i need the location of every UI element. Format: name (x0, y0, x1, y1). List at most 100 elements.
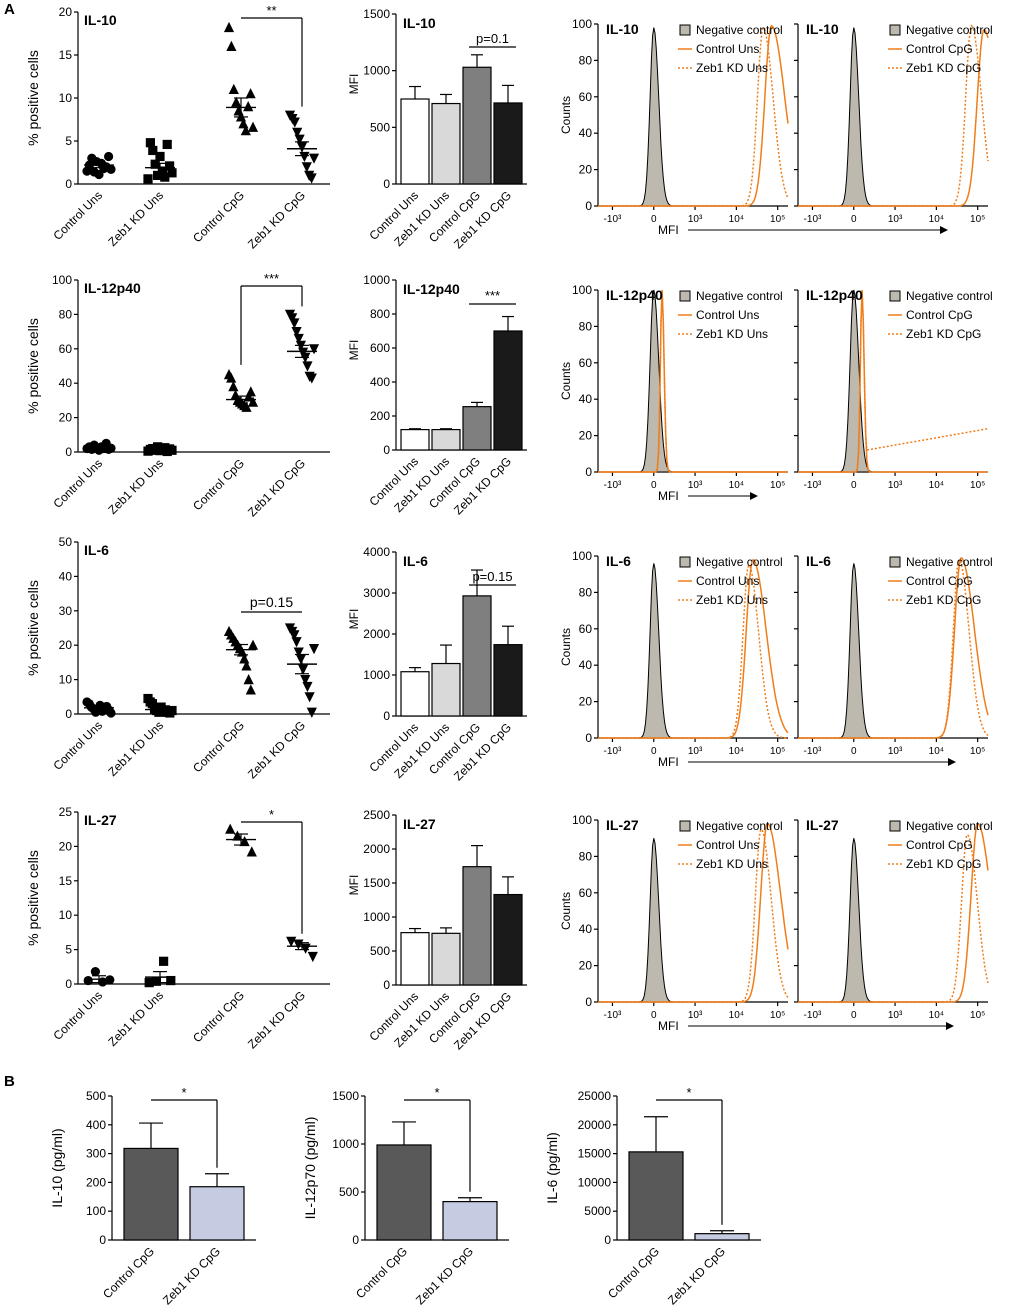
elisa-x-tick-label: Zeb1 KD CpG (665, 1244, 728, 1307)
mfi-bar (493, 644, 523, 717)
hist-title: IL-12p40 (606, 287, 663, 303)
scatter-title: IL-27 (84, 812, 117, 828)
hist-x-tick-label: 10³ (688, 746, 703, 757)
hist-y-tick-label: 20 (579, 163, 593, 177)
elisa-y-tick-label: 500 (86, 1089, 106, 1103)
legend-label: Zeb1 KD Uns (696, 61, 768, 75)
elisa-bar (628, 1151, 684, 1241)
data-point (153, 170, 163, 180)
hist-x-tick-label: -10³ (804, 214, 822, 225)
hist-y-tick-label: 60 (579, 90, 593, 104)
control-curve (798, 823, 989, 1003)
data-point (306, 707, 317, 718)
data-point (151, 976, 161, 986)
panel-a-label: A (4, 1, 15, 18)
elisa-x-tick-label: Zeb1 KD CpG (413, 1244, 476, 1307)
control-curve (798, 557, 989, 739)
data-point (106, 708, 116, 718)
scatter-y-tick-label: 50 (59, 535, 73, 549)
hist-x-arrowhead (946, 1022, 954, 1030)
data-point (239, 835, 250, 847)
legend-label: Control CpG (906, 574, 973, 588)
data-point (240, 125, 251, 136)
scatter-x-tick-label: Control CpG (190, 188, 247, 245)
significance-label: ** (266, 3, 276, 18)
mfi-y-tick-label: 1000 (363, 910, 390, 924)
legend-label: Negative control (696, 819, 783, 833)
data-point (228, 381, 239, 392)
hist-x-tick-label: 10³ (888, 746, 903, 757)
legend-negative-swatch (889, 820, 901, 832)
legend-label: Negative control (906, 289, 993, 303)
mfi-bar (431, 429, 461, 451)
data-point (223, 21, 235, 33)
hist-y-tick-label: 0 (585, 465, 592, 479)
hist-y-tick-label: 40 (579, 126, 593, 140)
data-point (292, 127, 303, 138)
hist-x-tick-label: 10⁴ (729, 480, 744, 491)
hist-x-tick-label: -10³ (804, 1010, 822, 1021)
scatter-y-tick-label: 40 (59, 569, 73, 583)
data-point (308, 153, 320, 164)
hist-y-label: Counts (559, 892, 573, 930)
mfi-y-tick-label: 0 (383, 709, 390, 723)
data-point (148, 145, 158, 156)
hist-title: IL-6 (806, 553, 831, 569)
scatter-y-tick-label: 15 (59, 874, 73, 888)
scatter-y-tick-label: 20 (59, 839, 73, 853)
mfi-bar (493, 893, 523, 986)
hist-y-tick-label: 100 (572, 283, 592, 297)
scatter-chart-2: 0 20 40 60 80 100 IL-12p40 % positive cells Cont… (25, 271, 330, 519)
hist-title: IL-27 (606, 817, 639, 833)
data-point (302, 361, 313, 372)
hist-x-tick-label: 0 (851, 1010, 857, 1021)
mfi-y-label: MFI (347, 340, 361, 361)
hist-x-tick-label: 10⁵ (770, 1010, 785, 1021)
data-point (241, 401, 252, 412)
data-point (245, 386, 256, 397)
histogram-8: -10³ 0 10³ 10⁴ 10⁵ IL-27 Negative control Contr… (794, 817, 993, 1021)
hist-x-tick-label: 10³ (888, 1010, 903, 1021)
hist-x-tick-label: 0 (851, 746, 857, 757)
data-point (243, 674, 254, 685)
legend-negative-swatch (679, 290, 691, 302)
data-point (306, 173, 317, 184)
hist-y-tick-label: 80 (579, 319, 593, 333)
hist-y-tick-label: 20 (579, 959, 593, 973)
hist-y-tick-label: 20 (579, 429, 593, 443)
data-point (166, 975, 176, 986)
mfi-bar (493, 102, 523, 185)
significance-label: * (181, 1085, 186, 1100)
legend-label: Zeb1 KD CpG (906, 61, 981, 75)
elisa-chart-2: 0 500 1000 1500 IL-12p70 (pg/ml) Control CpG Z… (302, 1085, 509, 1307)
elisa-y-tick-label: 5000 (584, 1204, 611, 1218)
mfi-y-tick-label: 0 (383, 443, 390, 457)
mfi-bar (462, 406, 492, 451)
elisa-y-tick-label: 1000 (332, 1137, 359, 1151)
mfi-bar (462, 595, 492, 717)
mfi-y-tick-label: 500 (370, 944, 390, 958)
elisa-x-tick-label: Control CpG (353, 1244, 410, 1301)
data-point (294, 134, 305, 145)
data-point (145, 138, 155, 148)
data-point (160, 172, 170, 182)
data-point (157, 166, 167, 176)
mfi-y-tick-label: 1500 (363, 876, 390, 890)
mfi-y-tick-label: 2000 (363, 627, 390, 641)
scatter-x-tick-label: Zeb1 KD Uns (105, 988, 166, 1049)
elisa-bar (123, 1147, 179, 1241)
scatter-y-label: % positive cells (25, 850, 41, 946)
hist-x-tick-label: -10³ (604, 214, 622, 225)
data-point (306, 373, 317, 384)
hist-x-tick-label: 10⁵ (970, 746, 985, 757)
data-point (104, 151, 114, 162)
hist-x-arrowhead (940, 226, 948, 234)
data-point (159, 956, 169, 966)
elisa-y-tick-label: 10000 (578, 1175, 612, 1189)
mfi-y-label: MFI (347, 609, 361, 630)
hist-y-tick-label: 100 (572, 813, 592, 827)
elisa-y-label: IL-10 (pg/ml) (49, 1128, 65, 1207)
elisa-y-tick-label: 300 (86, 1147, 106, 1161)
mfi-bar (400, 932, 430, 986)
